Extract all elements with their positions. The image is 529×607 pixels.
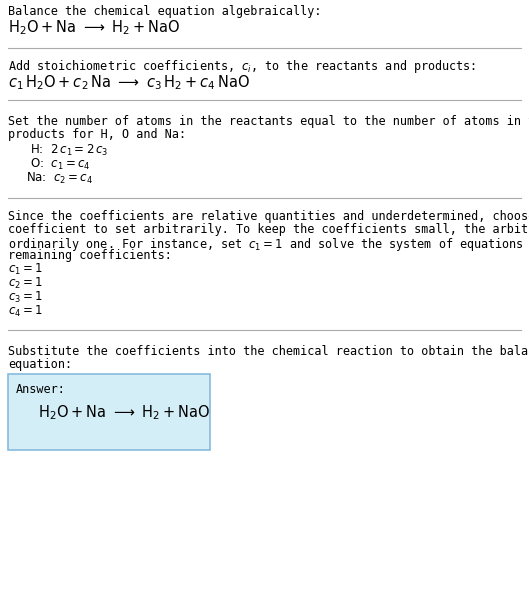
Text: $\mathregular{H_2O + Na\ \longrightarrow\ H_2 + NaO}$: $\mathregular{H_2O + Na\ \longrightarrow… xyxy=(8,18,180,36)
Text: coefficient to set arbitrarily. To keep the coefficients small, the arbitrary va: coefficient to set arbitrarily. To keep … xyxy=(8,223,529,236)
Text: $c_2 = 1$: $c_2 = 1$ xyxy=(8,276,43,291)
Text: Add stoichiometric coefficients, $c_i$, to the reactants and products:: Add stoichiometric coefficients, $c_i$, … xyxy=(8,58,476,75)
Text: $c_1\,\mathrm{H_2O} + c_2\,\mathrm{Na}\ \longrightarrow\ c_3\,\mathrm{H_2} + c_4: $c_1\,\mathrm{H_2O} + c_2\,\mathrm{Na}\ … xyxy=(8,73,250,92)
Text: Answer:: Answer: xyxy=(16,383,66,396)
Text: $c_4 = 1$: $c_4 = 1$ xyxy=(8,304,43,319)
Text: Since the coefficients are relative quantities and underdetermined, choose a: Since the coefficients are relative quan… xyxy=(8,210,529,223)
FancyBboxPatch shape xyxy=(8,374,210,450)
Text: Balance the chemical equation algebraically:: Balance the chemical equation algebraica… xyxy=(8,5,322,18)
Text: O:  $c_1 = c_4$: O: $c_1 = c_4$ xyxy=(30,157,90,172)
Text: Set the number of atoms in the reactants equal to the number of atoms in the: Set the number of atoms in the reactants… xyxy=(8,115,529,128)
Text: ordinarily one. For instance, set $c_1 = 1$ and solve the system of equations fo: ordinarily one. For instance, set $c_1 =… xyxy=(8,236,529,253)
Text: Substitute the coefficients into the chemical reaction to obtain the balanced: Substitute the coefficients into the che… xyxy=(8,345,529,358)
Text: $c_1 = 1$: $c_1 = 1$ xyxy=(8,262,43,277)
Text: products for H, O and Na:: products for H, O and Na: xyxy=(8,128,186,141)
Text: Na:  $c_2 = c_4$: Na: $c_2 = c_4$ xyxy=(26,171,93,186)
Text: $c_3 = 1$: $c_3 = 1$ xyxy=(8,290,43,305)
Text: H:  $2\,c_1 = 2\,c_3$: H: $2\,c_1 = 2\,c_3$ xyxy=(30,143,108,158)
Text: remaining coefficients:: remaining coefficients: xyxy=(8,249,172,262)
Text: equation:: equation: xyxy=(8,358,72,371)
Text: $\mathregular{H_2O + Na\ \longrightarrow\ H_2 + NaO}$: $\mathregular{H_2O + Na\ \longrightarrow… xyxy=(38,403,211,422)
